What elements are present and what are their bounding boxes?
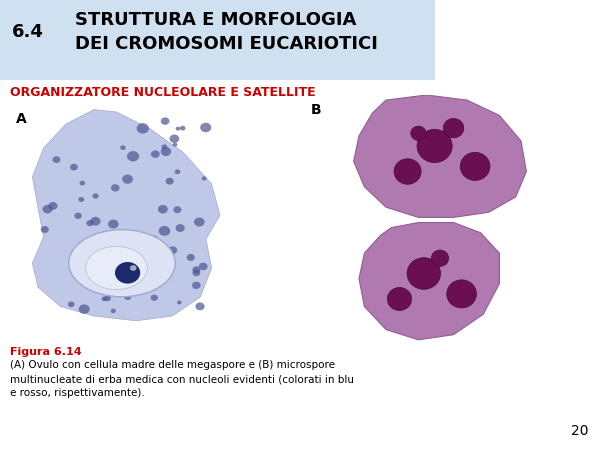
Circle shape [130, 265, 137, 271]
Polygon shape [359, 222, 499, 340]
Circle shape [68, 302, 74, 307]
Circle shape [194, 217, 205, 226]
Circle shape [169, 135, 179, 143]
Circle shape [161, 147, 171, 156]
Circle shape [43, 205, 52, 213]
Circle shape [91, 217, 101, 225]
Circle shape [417, 130, 452, 162]
Text: STRUTTURA E MORFOLOGIA: STRUTTURA E MORFOLOGIA [75, 11, 356, 29]
Circle shape [122, 282, 129, 288]
Polygon shape [353, 95, 526, 217]
Text: DEI CROMOSOMI EUCARIOTICI: DEI CROMOSOMI EUCARIOTICI [75, 35, 378, 53]
Bar [0, 0, 435, 80]
Circle shape [108, 220, 119, 229]
Circle shape [168, 246, 177, 254]
Circle shape [166, 178, 174, 184]
Ellipse shape [69, 230, 175, 297]
Circle shape [49, 202, 58, 210]
Circle shape [110, 309, 116, 313]
Circle shape [158, 226, 170, 236]
Circle shape [447, 280, 476, 308]
Circle shape [118, 235, 130, 245]
Circle shape [84, 274, 95, 283]
Circle shape [175, 169, 180, 174]
Circle shape [74, 212, 82, 219]
Circle shape [137, 123, 149, 134]
Polygon shape [32, 110, 220, 321]
Circle shape [111, 184, 119, 192]
Circle shape [192, 282, 200, 289]
Circle shape [443, 118, 464, 138]
Circle shape [431, 250, 449, 266]
Text: 20: 20 [571, 424, 588, 438]
Circle shape [411, 126, 426, 140]
Circle shape [41, 226, 49, 233]
Circle shape [52, 156, 61, 163]
Circle shape [193, 266, 200, 273]
Circle shape [122, 175, 133, 184]
Circle shape [115, 262, 140, 284]
Circle shape [202, 176, 206, 180]
Circle shape [173, 143, 178, 147]
Circle shape [70, 164, 78, 171]
Circle shape [80, 181, 85, 185]
Circle shape [187, 254, 195, 261]
Circle shape [150, 236, 158, 243]
Text: ORGANIZZATORE NUCLEOLARE E SATELLITE: ORGANIZZATORE NUCLEOLARE E SATELLITE [10, 86, 316, 99]
Circle shape [151, 150, 160, 158]
Circle shape [79, 305, 89, 314]
Circle shape [394, 159, 421, 184]
Circle shape [112, 282, 119, 288]
Circle shape [407, 258, 440, 289]
Circle shape [127, 151, 139, 162]
Circle shape [176, 224, 185, 232]
Circle shape [79, 197, 84, 202]
Circle shape [460, 153, 490, 180]
Circle shape [158, 205, 168, 214]
Circle shape [95, 250, 101, 255]
Circle shape [92, 194, 98, 199]
Circle shape [161, 144, 167, 149]
Circle shape [124, 294, 131, 300]
Circle shape [176, 126, 181, 130]
Circle shape [200, 123, 211, 132]
Text: Figura 6.14: Figura 6.14 [10, 347, 82, 357]
Circle shape [120, 145, 126, 150]
Circle shape [161, 117, 169, 125]
Circle shape [151, 295, 158, 301]
Circle shape [196, 302, 205, 310]
Circle shape [101, 297, 107, 301]
Circle shape [177, 301, 182, 305]
Text: 6.4: 6.4 [12, 23, 44, 41]
Circle shape [193, 270, 200, 276]
Circle shape [180, 126, 185, 130]
Circle shape [104, 296, 111, 301]
Text: B: B [310, 103, 321, 117]
Circle shape [388, 288, 412, 310]
Ellipse shape [86, 247, 147, 290]
Text: (A) Ovulo con cellula madre delle megaspore e (B) microspore
multinucleate di er: (A) Ovulo con cellula madre delle megasp… [10, 360, 354, 398]
Circle shape [199, 263, 208, 270]
Text: A: A [16, 112, 26, 126]
Circle shape [173, 206, 181, 213]
Circle shape [86, 220, 94, 226]
